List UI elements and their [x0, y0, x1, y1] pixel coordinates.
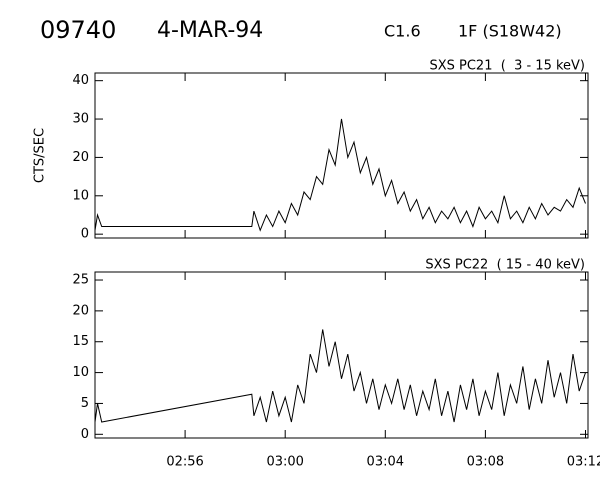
flare-location: 1F (S18W42): [458, 22, 562, 41]
y-tick-label: 25: [72, 273, 89, 288]
x-tick-label: 03:08: [467, 455, 504, 470]
y-tick-label: 10: [72, 365, 89, 380]
y-axis-label: CTS/SEC: [33, 128, 48, 183]
data-line: [94, 118, 586, 232]
y-tick-label: 0: [81, 427, 89, 442]
y-tick-label: 15: [72, 334, 89, 349]
date: 4-MAR-94: [157, 18, 263, 43]
y-tick-label: 30: [72, 112, 89, 127]
plot-frame: [94, 271, 589, 439]
panel-title: SXS PC21 ( 3 - 15 keV): [429, 59, 585, 74]
panel-title: SXS PC22 ( 15 - 40 keV): [425, 258, 585, 273]
x-tick-label: 03:04: [367, 455, 404, 470]
event-id: 09740: [40, 16, 116, 44]
x-tick-label: 03:12: [567, 455, 600, 470]
data-line: [94, 329, 586, 423]
y-tick-label: 40: [72, 73, 89, 88]
plot-frame: [94, 72, 589, 239]
x-tick-label: 03:00: [266, 455, 303, 470]
y-tick-label: 10: [72, 188, 89, 203]
x-tick-label: 02:56: [166, 455, 203, 470]
flare-class: C1.6: [384, 22, 421, 41]
y-tick-label: 0: [81, 227, 89, 242]
y-tick-label: 20: [72, 303, 89, 318]
y-tick-label: 20: [72, 150, 89, 165]
y-tick-label: 5: [81, 396, 89, 411]
